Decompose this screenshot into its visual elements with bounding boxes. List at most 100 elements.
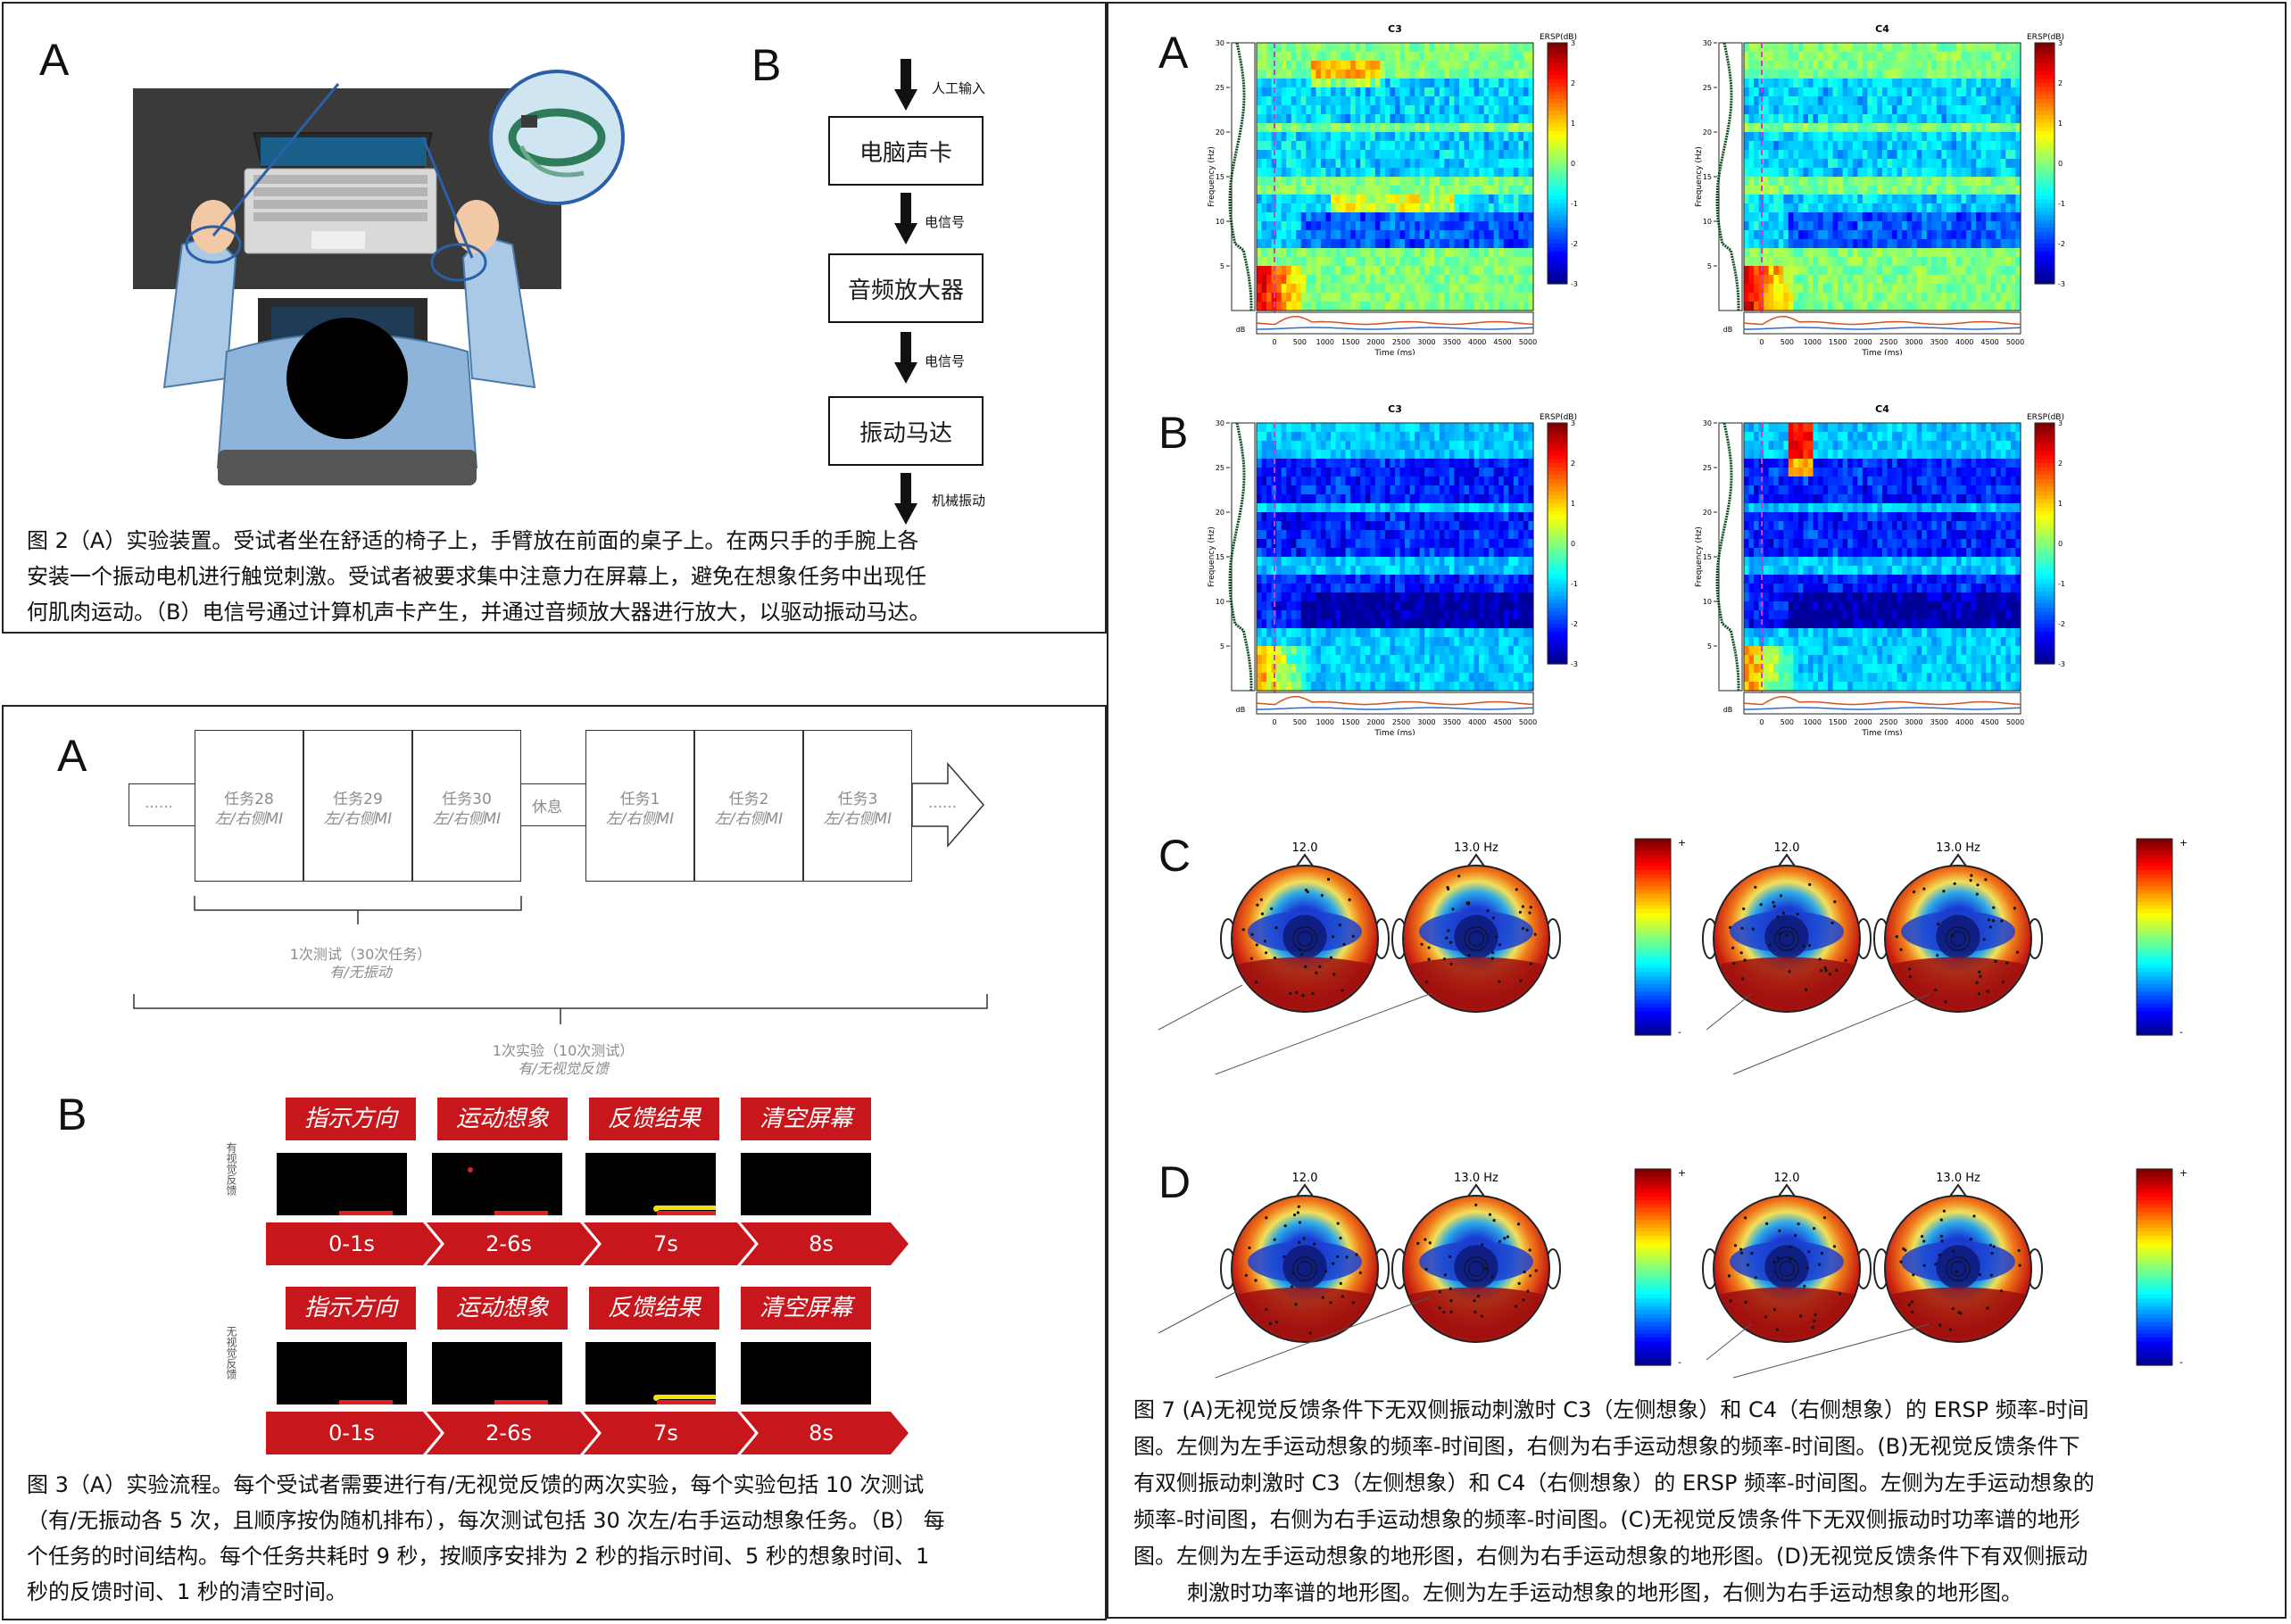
ersp-xlabel: Time (ms) (1861, 349, 1902, 355)
ersp-xtick: 0 (1759, 338, 1764, 346)
ersp-xtick: 3500 (1930, 718, 1948, 726)
experiment-setup-illustration (133, 83, 561, 485)
topo-frequency-label: 13.0 Hz (1454, 1172, 1498, 1185)
arrow-down-icon (894, 193, 917, 244)
ersp-ytick: 10 (1216, 598, 1224, 606)
time-label: 0-1s (328, 1231, 375, 1256)
ersp-xtick: 500 (1293, 338, 1307, 346)
ersp-colorbar-tick: -2 (2058, 240, 2065, 248)
ersp-colorbar-tick: -1 (1571, 200, 1578, 208)
ersp-xtick: 5000 (1519, 338, 1537, 346)
topo-colorbar-plus: + (1678, 837, 1686, 849)
trial-time-bar-2 (266, 1412, 909, 1454)
ersp-xtick: 3500 (1443, 718, 1461, 726)
fig3-caption: 图 3（A）实验流程。每个受试者需要进行有/无视觉反馈的两次实验，每个实验包括 … (27, 1472, 945, 1604)
ersp-colorbar-tick: 1 (2058, 500, 2063, 508)
topography-maps: 12.0 13.0 Hz 12.0 13.0 Hz + - + -12.0 13.0 Hz 12.… (1108, 789, 2288, 1379)
trial-label-imagery: 运动想象 (437, 1287, 568, 1330)
ersp-xtick: 2000 (1366, 718, 1384, 726)
ersp-xtick: 3000 (1417, 718, 1435, 726)
ersp-colorbar-tick: -3 (1571, 280, 1578, 288)
trial-screen (432, 1342, 562, 1404)
time-label: 8s (809, 1231, 834, 1256)
ersp-xtick: 4000 (1468, 338, 1486, 346)
ersp-ytick: 20 (1216, 128, 1224, 137)
ersp-colorbar-tick: 1 (1571, 120, 1575, 128)
ersp-ylabel: Frequency (Hz) (1695, 146, 1704, 207)
ersp-xtick: 2000 (1366, 338, 1384, 346)
topo-frequency-label: 13.0 Hz (1454, 841, 1498, 855)
ersp-ytick: 15 (1216, 173, 1224, 181)
ersp-xtick: 4000 (1468, 718, 1486, 726)
ersp-xtick: 500 (1781, 718, 1794, 726)
fig2-letter-b: B (751, 40, 782, 90)
ersp-ytick: 15 (1703, 553, 1712, 561)
ersp-xtick: 4000 (1955, 718, 1973, 726)
ersp-ytick: 10 (1216, 218, 1224, 226)
ersp-ytick: 25 (1216, 464, 1224, 472)
ersp-colorbar-tick: 2 (1571, 79, 1575, 87)
ersp-xtick: 3000 (1905, 338, 1922, 346)
time-label: 7s (653, 1231, 678, 1256)
ersp-xtick: 1000 (1316, 718, 1334, 726)
rest-label: 休息 (532, 799, 562, 816)
ersp-colorbar-tick: -3 (2058, 660, 2065, 668)
ersp-xtick: 4500 (1980, 718, 1998, 726)
ersp-xtick: 3000 (1905, 718, 1922, 726)
ersp-colorbar-tick: 3 (1571, 39, 1575, 47)
ersp-xtick: 0 (1759, 718, 1764, 726)
flow-box-vibration-motor: 振动马达 (828, 396, 984, 466)
ersp-ytick: 15 (1703, 173, 1712, 181)
ersp-colorbar-title: ERSP(dB) (1540, 413, 1577, 422)
ersp-colorbar-tick: 3 (2058, 419, 2063, 427)
fig7-letter-a: A (1158, 28, 1189, 78)
ersp-ytick: 30 (1703, 419, 1712, 427)
time-label: 2-6s (486, 1231, 532, 1256)
ersp-colorbar-tick: -2 (1571, 240, 1578, 248)
ersp-channel-title: C3 (1388, 23, 1402, 35)
trial-screen (741, 1342, 871, 1404)
row-side-label-with-feedback: 有视觉反馈 (225, 1142, 237, 1196)
topo-colorbar-minus: - (2179, 1026, 2183, 1038)
trial-screen (277, 1342, 407, 1404)
ersp-ytick: 20 (1703, 128, 1712, 137)
task-box-28: 任务28 左/右侧MI (195, 730, 303, 882)
trial-label-feedback: 反馈结果 (589, 1098, 719, 1140)
ersp-xtick: 1000 (1804, 338, 1822, 346)
trial-screen (277, 1153, 407, 1215)
ersp-channel-title: C4 (1875, 403, 1889, 415)
trial-screen (432, 1153, 562, 1215)
timeline-ellipsis-right: …… (928, 794, 957, 811)
ersp-xlabel: Time (ms) (1374, 349, 1415, 355)
ersp-xtick: 1500 (1829, 338, 1847, 346)
ersp-colorbar-tick: 0 (1571, 160, 1575, 168)
ersp-colorbar-tick: 0 (2058, 160, 2063, 168)
brace-test (194, 896, 522, 924)
ersp-xlabel: Time (ms) (1861, 729, 1902, 735)
topo-colorbar-plus: + (1678, 1167, 1686, 1179)
ersp-ytick: 25 (1216, 84, 1224, 92)
ersp-db-label: dB (1723, 326, 1733, 334)
timeline-ellipsis-left: …… (145, 794, 173, 811)
arrow-down-icon (894, 332, 917, 384)
brace-experiment (133, 994, 988, 1024)
ersp-ytick: 20 (1703, 509, 1712, 517)
topo-colorbar-minus: - (2179, 1356, 2183, 1368)
trial-screen (741, 1153, 871, 1215)
row-side-label-no-feedback: 无视觉反馈 (225, 1326, 237, 1380)
task-box-29: 任务29 左/右侧MI (303, 730, 412, 882)
task-box-1: 任务1 左/右侧MI (585, 730, 694, 882)
ersp-xtick: 0 (1272, 338, 1276, 346)
fig7-letter-c: C (1158, 831, 1191, 881)
ersp-ylabel: Frequency (Hz) (1695, 526, 1704, 587)
fig2-letter-a: A (39, 35, 70, 85)
trial-label-clear: 清空屏幕 (741, 1287, 871, 1330)
ersp-ytick: 10 (1703, 218, 1712, 226)
ersp-xtick: 1000 (1804, 718, 1822, 726)
ersp-xtick: 4500 (1980, 338, 1998, 346)
fig7-letter-d: D (1158, 1157, 1191, 1207)
